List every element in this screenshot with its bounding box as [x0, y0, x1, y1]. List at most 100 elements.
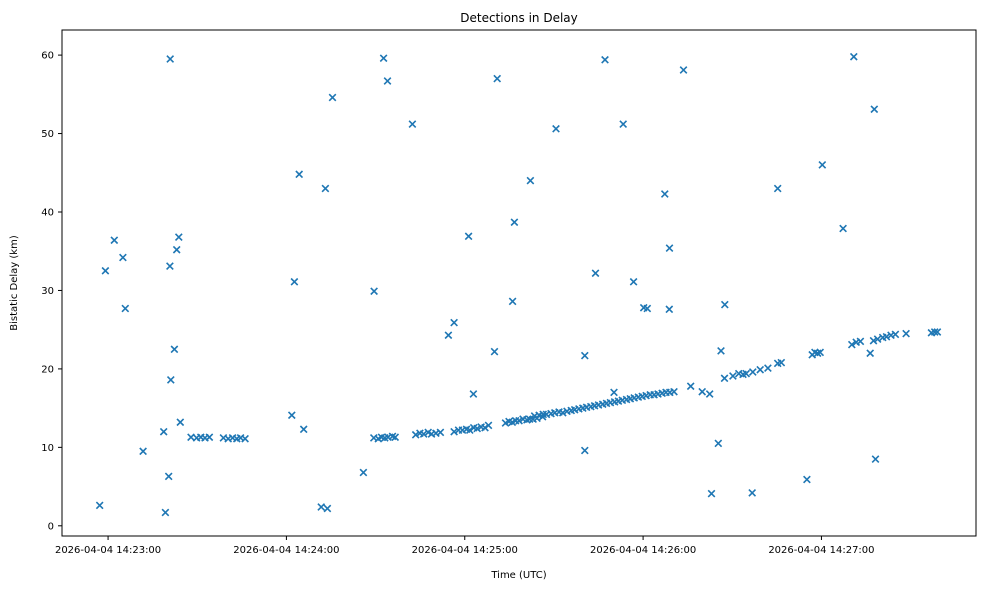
data-point-marker	[481, 423, 489, 432]
data-point-marker	[665, 305, 674, 314]
data-point-marker	[290, 277, 299, 286]
x-axis-title: Time (UTC)	[490, 570, 546, 581]
data-point-marker	[538, 412, 547, 421]
data-point-marker	[847, 340, 856, 349]
data-point-marker	[526, 176, 535, 185]
plot-border	[61, 29, 977, 537]
data-point-marker	[450, 318, 458, 327]
data-point-marker	[619, 120, 628, 128]
data-point-marker	[717, 347, 725, 355]
data-point-marker	[119, 253, 127, 262]
data-point-marker	[933, 328, 942, 336]
chart-title: Detections in Delay	[460, 11, 578, 25]
data-point-marker	[391, 433, 400, 442]
data-point-marker	[172, 245, 181, 254]
data-point-marker	[902, 329, 910, 338]
data-point-marker	[510, 218, 519, 227]
data-point-marker	[665, 244, 674, 252]
data-point-marker	[321, 184, 330, 193]
data-point-marker	[295, 170, 304, 179]
data-point-marker	[328, 93, 337, 102]
y-axis-title: Bistatic Delay (km)	[9, 235, 20, 331]
data-point-marker	[580, 351, 589, 360]
data-point-marker	[610, 388, 618, 397]
data-point-marker	[720, 300, 729, 309]
data-point-marker	[174, 233, 183, 241]
x-tick-label: 2026-04-04 14:27:00	[768, 545, 874, 556]
data-point-marker	[465, 426, 474, 434]
data-point-marker	[419, 430, 428, 438]
data-point-marker	[383, 77, 392, 85]
data-point-marker	[166, 262, 174, 270]
data-point-marker	[205, 433, 214, 442]
data-point-marker	[601, 55, 609, 64]
data-point-marker	[139, 447, 147, 456]
data-point-marker	[856, 337, 865, 346]
data-point-marker	[323, 504, 332, 513]
data-point-marker	[464, 232, 473, 241]
y-tick-label: 10	[41, 443, 54, 454]
data-point-marker	[742, 369, 751, 378]
data-point-marker	[870, 105, 879, 114]
x-tick-label: 2026-04-04 14:24:00	[233, 545, 339, 556]
data-point-marker	[930, 328, 939, 336]
y-tick-label: 40	[41, 208, 54, 219]
data-point-marker	[670, 387, 678, 396]
data-point-marker	[643, 304, 652, 313]
data-point-marker	[164, 472, 173, 481]
data-point-marker	[166, 55, 175, 63]
data-point-marker	[705, 390, 714, 398]
y-tick-label: 30	[41, 286, 54, 297]
x-tick-label: 2026-04-04 14:23:00	[55, 545, 161, 556]
scatter-points	[95, 52, 942, 517]
data-point-marker	[679, 66, 688, 74]
data-point-marker	[591, 269, 600, 278]
data-point-marker	[871, 455, 880, 463]
data-point-marker	[110, 236, 119, 245]
data-point-marker	[411, 430, 420, 439]
data-point-marker	[287, 411, 296, 420]
data-point-marker	[873, 335, 882, 343]
data-point-marker	[580, 446, 589, 455]
data-point-marker	[176, 418, 185, 427]
data-point-marker	[379, 54, 388, 63]
data-point-marker	[803, 475, 811, 484]
y-axis-ticks	[58, 54, 62, 527]
data-point-marker	[493, 74, 502, 83]
data-point-marker	[436, 428, 445, 437]
data-point-marker	[748, 489, 757, 497]
data-point-marker	[159, 427, 168, 436]
data-point-marker	[698, 387, 707, 396]
data-point-marker	[714, 439, 723, 448]
data-point-marker	[317, 503, 326, 511]
data-point-marker	[839, 224, 847, 233]
data-point-marker	[818, 161, 827, 169]
data-point-marker	[720, 374, 729, 383]
x-tick-label: 2026-04-04 14:26:00	[590, 545, 696, 556]
y-tick-label: 20	[41, 364, 54, 375]
data-point-marker	[490, 347, 499, 356]
data-point-marker	[299, 425, 308, 434]
data-point-marker	[444, 331, 453, 340]
y-axis-tick-labels: 0 10 20 30 40 50 60	[41, 51, 54, 533]
data-point-marker	[882, 332, 891, 341]
y-tick-label: 60	[41, 51, 54, 62]
y-tick-label: 0	[48, 521, 54, 532]
data-point-marker	[660, 190, 669, 198]
x-tick-label: 2026-04-04 14:25:00	[412, 545, 518, 556]
data-point-marker	[121, 304, 130, 313]
data-point-marker	[773, 184, 782, 193]
data-point-marker	[484, 421, 493, 430]
data-point-marker	[161, 508, 170, 517]
data-point-marker	[707, 489, 716, 498]
data-point-marker	[816, 348, 825, 357]
data-point-marker	[764, 364, 772, 372]
data-point-marker	[748, 368, 757, 376]
data-point-marker	[756, 365, 765, 374]
data-point-marker	[869, 336, 878, 345]
x-axis-tick-labels: 2026-04-04 14:23:00 2026-04-04 14:24:00 20…	[55, 545, 875, 556]
data-point-marker	[552, 124, 560, 133]
data-point-marker	[450, 427, 458, 436]
